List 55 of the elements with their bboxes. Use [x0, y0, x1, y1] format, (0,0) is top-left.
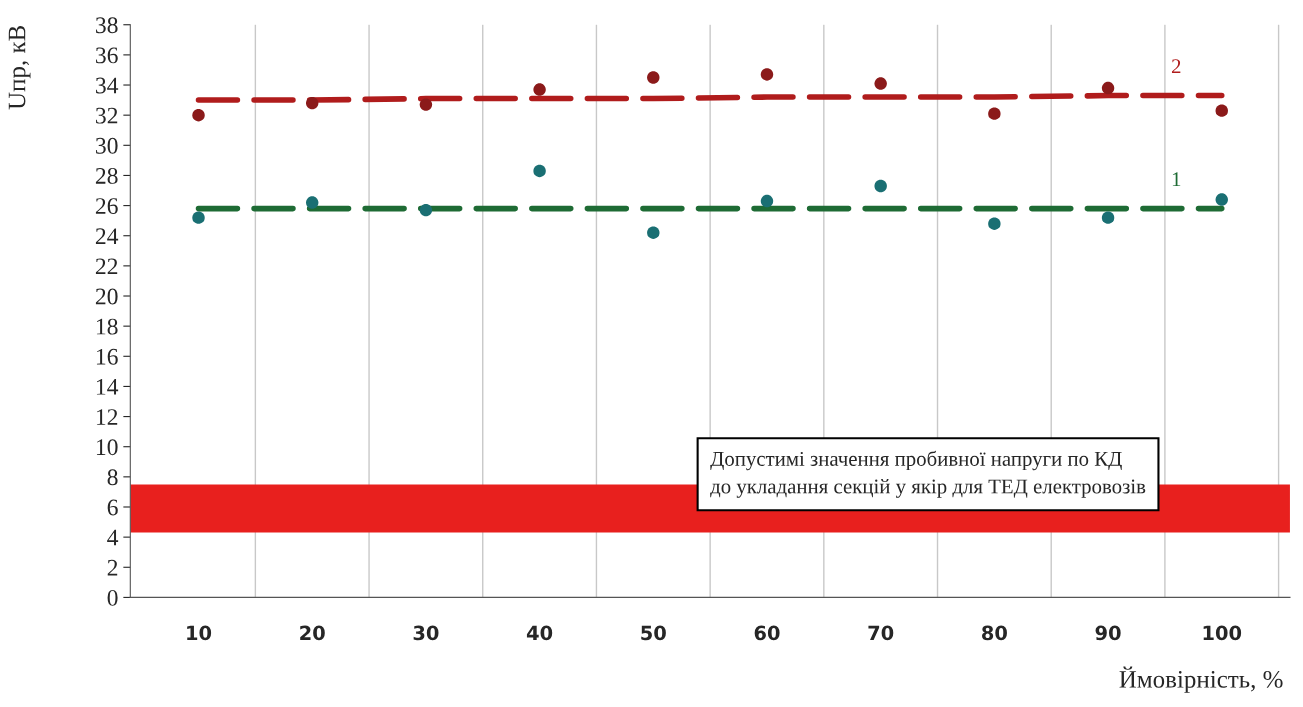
y-tick-label: 34 — [96, 77, 119, 94]
y-tick-label: 14 — [96, 379, 119, 395]
x-tick-label: 20 — [300, 625, 325, 641]
series-label: 2 — [1171, 59, 1181, 74]
point — [1101, 211, 1115, 224]
point — [192, 108, 205, 122]
y-tick-label: 36 — [96, 47, 118, 64]
point — [874, 179, 887, 193]
y-tick-label: 22 — [95, 258, 118, 275]
point — [760, 68, 774, 81]
series-label: 1 — [1172, 172, 1181, 187]
point — [533, 83, 546, 96]
point — [419, 98, 433, 111]
y-tick-label: 6 — [107, 499, 118, 516]
point — [760, 194, 774, 208]
point — [647, 71, 660, 84]
point — [988, 107, 1001, 120]
point — [306, 96, 319, 110]
y-tick-label: 38 — [96, 17, 118, 34]
point — [1215, 193, 1228, 206]
x-tick-label: 90 — [1095, 625, 1121, 641]
point — [533, 164, 546, 178]
y-tick-label: 10 — [96, 439, 118, 456]
y-tick-label: 32 — [96, 107, 118, 124]
y-tick-label: 8 — [107, 469, 118, 486]
point — [192, 211, 205, 224]
y-axis-title: Uпр, кВ — [8, 25, 31, 110]
y-tick-label: 30 — [96, 137, 118, 154]
x-tick-label: 100 — [1203, 625, 1242, 641]
y-tick-label: 24 — [95, 228, 119, 244]
x-axis-title: Ймовірність, % — [1119, 666, 1283, 693]
x-tick-label: 50 — [641, 625, 666, 641]
x-tick-label: 80 — [982, 625, 1007, 641]
point — [647, 226, 660, 239]
y-tick-label: 16 — [96, 348, 118, 365]
y-tick-label: 18 — [96, 318, 118, 335]
point — [988, 217, 1001, 230]
y-tick-label: 0 — [107, 589, 118, 606]
y-tick-label: 4 — [107, 529, 119, 546]
x-tick-label: 10 — [187, 625, 212, 641]
point — [874, 77, 887, 90]
y-tick-label: 12 — [96, 409, 118, 425]
point — [306, 196, 319, 209]
annotation: Допустимі значення пробивної напруги по КД до укладання секцій у якір для ТЕД електровозів — [710, 450, 1146, 498]
point — [419, 203, 433, 217]
point — [1101, 81, 1115, 95]
y-tick-label: 2 — [107, 559, 118, 576]
y-tick-label: 28 — [95, 167, 118, 184]
x-tick-label: 30 — [413, 625, 439, 641]
x-tick-label: 70 — [868, 625, 894, 641]
y-tick-label: 26 — [95, 198, 118, 215]
y-tick-label: 20 — [95, 288, 118, 305]
x-tick-label: 40 — [526, 625, 553, 641]
x-tick-label: 60 — [754, 625, 780, 641]
point — [1215, 104, 1228, 117]
